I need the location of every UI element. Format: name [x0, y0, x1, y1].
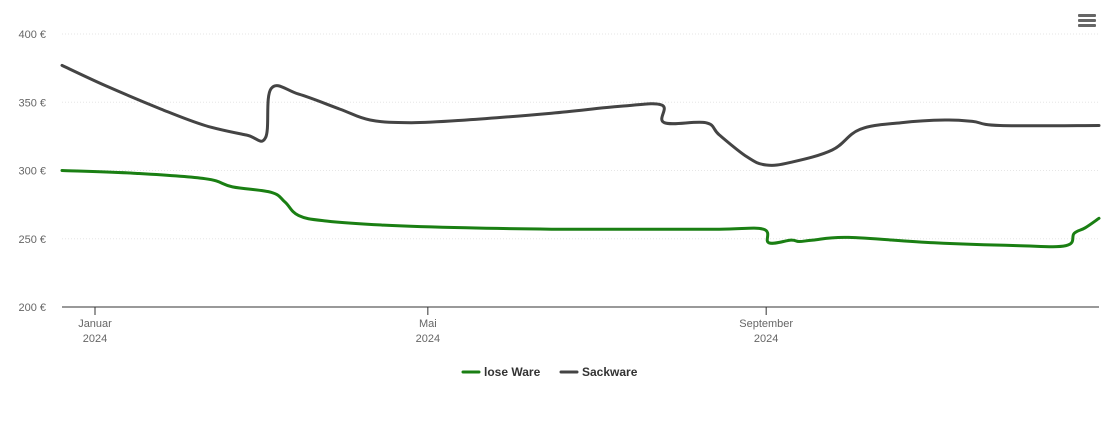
y-tick-label: 300 € — [18, 166, 46, 178]
x-tick-label-month: September — [739, 318, 793, 330]
series-line-lose-ware[interactable] — [60, 169, 1101, 249]
legend-item-sackware[interactable]: Sackware — [559, 365, 638, 379]
legend-label: Sackware — [582, 365, 638, 379]
x-tick-label-month: Januar — [78, 318, 112, 330]
y-tick-label: 400 € — [18, 29, 46, 41]
legend-item-lose-ware[interactable]: lose Ware — [461, 365, 541, 379]
y-tick-label: 200 € — [18, 302, 46, 314]
x-tick-label-year: 2024 — [83, 333, 107, 345]
y-tick-label: 350 € — [18, 97, 46, 109]
legend[interactable]: lose Ware Sackware — [461, 365, 638, 379]
gridlines — [62, 33, 1099, 240]
series-line-sackware[interactable] — [60, 63, 1101, 167]
series-lines — [60, 63, 1101, 249]
x-tick-label-year: 2024 — [754, 333, 778, 345]
legend-label: lose Ware — [484, 365, 541, 379]
y-tick-label: 250 € — [18, 234, 46, 246]
x-tick-label-month: Mai — [419, 318, 437, 330]
hamburger-menu-icon[interactable] — [1076, 12, 1098, 32]
x-tick-label-year: 2024 — [416, 333, 440, 345]
axes: 200 € 250 € 300 € 350 € 400 € Januar 2024 Mai 20… — [18, 29, 1099, 345]
